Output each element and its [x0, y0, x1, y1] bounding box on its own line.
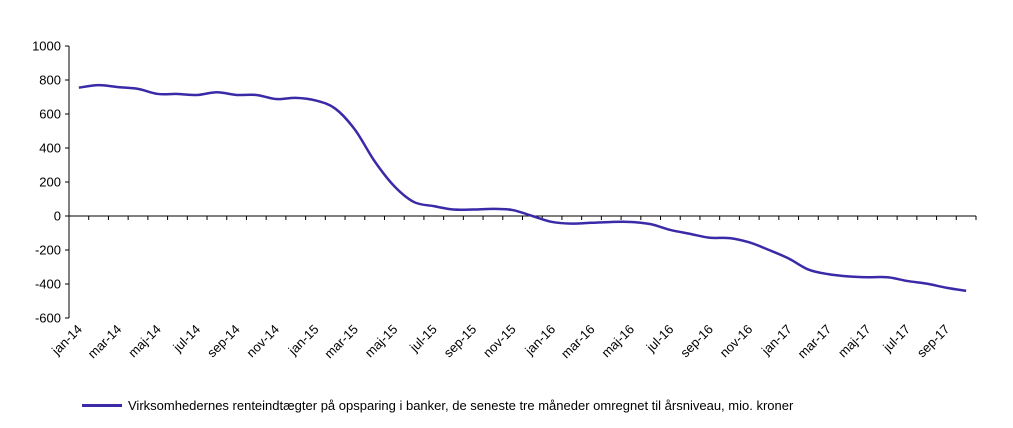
x-tick-label: sep-15 [441, 322, 480, 361]
x-tick-label: sep-14 [204, 322, 243, 361]
x-tick-label: maj-17 [835, 322, 874, 361]
y-tick-label: 600 [39, 107, 61, 122]
x-tick-label: sep-16 [677, 322, 716, 361]
y-axis: 1000 800 600 400 200 0 -200 -400 -600 [32, 39, 70, 326]
y-tick-label: -600 [35, 311, 61, 326]
y-tick-label: 800 [39, 73, 61, 88]
x-tick-label: jan-15 [285, 322, 322, 359]
series-layer [78, 83, 967, 293]
y-tick-label: 400 [39, 141, 61, 156]
x-tick-label: jan-17 [758, 322, 795, 359]
series-line [78, 83, 967, 293]
x-tick-label: jul-15 [406, 322, 440, 356]
x-tick-label: mar-15 [321, 322, 361, 362]
x-tick-label: nov-15 [480, 322, 519, 361]
y-tick-label: 1000 [32, 39, 61, 54]
y-tick-label: -200 [35, 243, 61, 258]
x-tick-label: mar-16 [558, 322, 598, 362]
x-tick-label: nov-16 [717, 322, 756, 361]
x-tick-label: jan-16 [521, 322, 558, 359]
x-tick-label: maj-14 [125, 322, 164, 361]
x-tick-label: jan-14 [48, 322, 85, 359]
y-tick-label: 0 [54, 209, 61, 224]
x-tick-label: nov-14 [243, 322, 282, 361]
x-tick-label: sep-17 [914, 322, 953, 361]
x-axis: jan-14 mar-14 maj-14 jul-14 sep-14 nov-14 jan-… [48, 215, 977, 362]
y-tick-label: -400 [35, 277, 61, 292]
y-tick-label: 200 [39, 175, 61, 190]
legend-label: Virksomhedernes renteindtægter på opspar… [128, 398, 794, 413]
x-tick-label: mar-14 [85, 322, 125, 362]
x-tick-label: maj-15 [362, 322, 401, 361]
x-tick-label: mar-17 [795, 322, 835, 362]
x-tick-label: jul-17 [879, 322, 913, 356]
legend-swatch [82, 404, 122, 407]
x-tick-label: jul-16 [643, 322, 677, 356]
legend: Virksomhedernes renteindtægter på opspar… [82, 398, 793, 413]
x-tick-label: maj-16 [598, 322, 637, 361]
x-tick-label: jul-14 [169, 322, 203, 356]
